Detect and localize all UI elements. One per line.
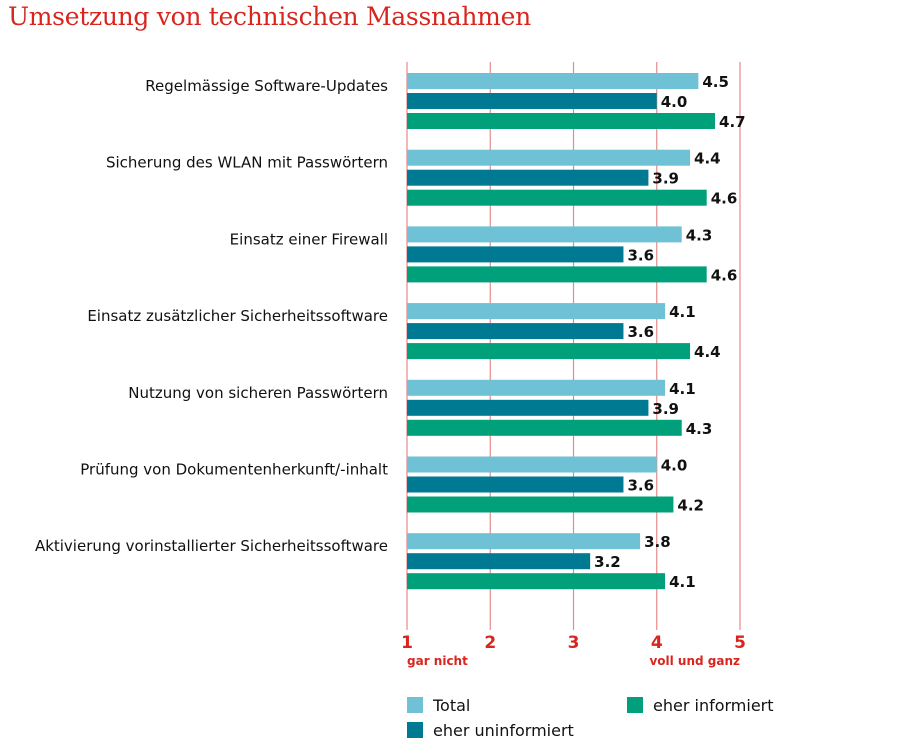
bar	[407, 73, 699, 89]
bar	[407, 343, 691, 360]
data-label: 4.6	[711, 190, 738, 208]
bar	[407, 169, 649, 186]
chart-title: Umsetzung von technischen Massnahmen	[8, 2, 531, 31]
bars: 4.5 4.0 4.7 4.4 3.9 4.6 4.3 3.6 4.6 4.1 3.6 4.4 4.1 3…	[407, 73, 746, 591]
bar	[407, 573, 666, 590]
x-tick-label: 3	[568, 633, 580, 653]
category-label: Regelmässige Software-Updates	[145, 77, 388, 95]
data-label: 4.0	[661, 93, 688, 111]
legend-label: Total	[432, 696, 470, 715]
bar	[407, 553, 591, 570]
data-label: 3.9	[652, 400, 679, 418]
x-tick-label: 5	[734, 633, 746, 653]
data-label: 4.3	[686, 420, 713, 438]
bar	[407, 113, 716, 129]
data-label: 4.4	[694, 343, 721, 361]
data-label: 4.1	[669, 573, 696, 591]
legend-swatch	[407, 722, 423, 738]
data-label: 3.6	[627, 323, 654, 341]
legend-label: eher informiert	[653, 696, 774, 715]
bar	[407, 149, 691, 166]
data-label: 3.9	[652, 170, 679, 188]
x-tick-label: 1	[401, 633, 413, 653]
scale-anchor-high: voll und ganz	[649, 654, 740, 668]
category-labels: Regelmässige Software-Updates Sicherung d…	[35, 77, 388, 555]
scale-anchor-low: gar nicht	[407, 654, 468, 668]
bar	[407, 189, 707, 206]
bar	[407, 246, 624, 263]
bar	[407, 419, 682, 436]
data-label: 4.0	[661, 457, 688, 475]
legend-label: eher uninformiert	[433, 721, 574, 740]
bar	[407, 476, 624, 493]
bar	[407, 266, 707, 283]
bar	[407, 93, 657, 109]
bar	[407, 303, 666, 320]
legend-swatch	[627, 697, 643, 713]
data-label: 3.6	[627, 246, 654, 264]
data-label: 4.1	[669, 303, 696, 321]
data-label: 4.6	[711, 266, 738, 284]
data-label: 4.7	[719, 113, 746, 131]
x-tick-label: 4	[651, 633, 663, 653]
bar	[407, 399, 649, 416]
category-label: Sicherung des WLAN mit Passwörtern	[106, 154, 388, 172]
data-label: 3.2	[594, 553, 621, 571]
data-label: 3.8	[644, 533, 671, 551]
legend-swatch	[407, 697, 423, 713]
x-axis-ticks: 1 2 3 4 5	[401, 633, 746, 653]
data-label: 4.2	[677, 497, 704, 515]
data-label: 4.1	[669, 380, 696, 398]
data-label: 3.6	[627, 477, 654, 495]
category-label: Nutzung von sicheren Passwörtern	[128, 384, 388, 402]
bar	[407, 323, 624, 340]
category-label: Einsatz einer Firewall	[230, 230, 388, 248]
category-label: Einsatz zusätzlicher Sicherheitssoftware	[87, 307, 388, 325]
x-tick-label: 2	[484, 633, 496, 653]
category-label: Prüfung von Dokumentenherkunft/-inhalt	[80, 461, 388, 479]
legend: Total eher uninformiert eher informiert	[407, 696, 774, 740]
data-label: 4.3	[686, 226, 713, 244]
bar	[407, 533, 641, 550]
data-label: 4.5	[702, 73, 729, 91]
bar	[407, 379, 666, 396]
data-label: 4.4	[694, 150, 721, 168]
bar	[407, 226, 682, 243]
bar	[407, 496, 674, 513]
category-label: Aktivierung vorinstallierter Sicherheits…	[35, 537, 388, 555]
bar	[407, 456, 657, 473]
